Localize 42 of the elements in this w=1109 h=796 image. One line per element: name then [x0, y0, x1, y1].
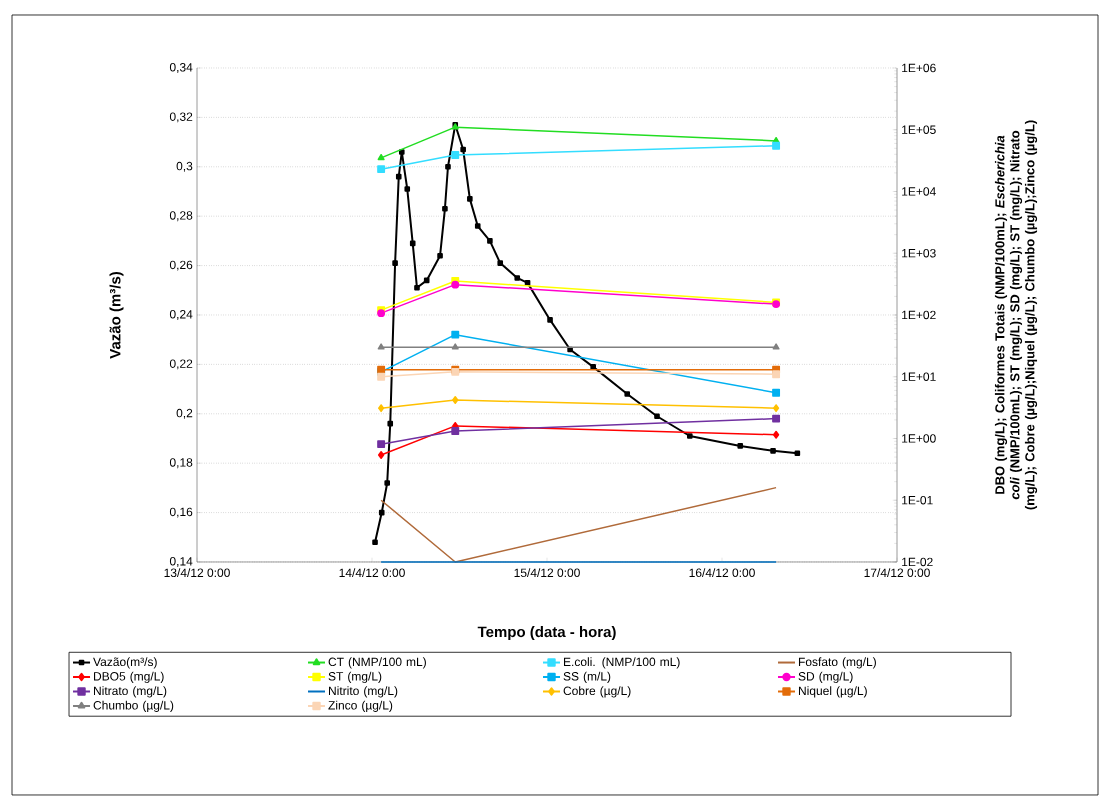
- legend-label: Chumbo (µg/L): [93, 700, 174, 712]
- legend-label: Nitrito (mg/L): [329, 686, 398, 698]
- y-tick-label: 0,28: [169, 211, 193, 222]
- y-tick-label: 0,14: [169, 557, 193, 567]
- legend-label: Fosfato (mg/L): [798, 657, 876, 669]
- legend-label: Niquel (µg/L): [798, 686, 867, 698]
- y2-tick-label: 1E+02: [902, 310, 936, 320]
- x-tick-label: 15/4/12 0:00: [514, 568, 580, 577]
- y2-tick-label: 1E+03: [902, 248, 936, 258]
- legend-label: Nitrato (mg/L): [94, 686, 167, 698]
- y-tick-label: 0,22: [169, 359, 193, 370]
- legend-label: E.coli. (NMP/100 mL): [563, 657, 680, 669]
- legend-label: Vazão(m³/s): [93, 657, 157, 669]
- y2-tick-label: 1E-01: [902, 495, 933, 505]
- y-tick-label: 0,3: [176, 161, 193, 172]
- x-tick-label: 16/4/12 0:00: [689, 568, 755, 577]
- y2-tick-label: 1E+05: [902, 125, 936, 134]
- y-tick-label: 0,18: [169, 458, 193, 469]
- legend-label: ST (mg/L): [328, 671, 382, 683]
- y2-tick-label: 1E+01: [902, 372, 936, 381]
- x-tick-label: 14/4/12 0:00: [339, 568, 405, 577]
- x-axis-title: Tempo (data - hora): [477, 626, 616, 641]
- text: DBO (mg/L); Coliformes Totais (NMP/100mL); Escherichia coli (NMP/100mL); ST (mg/L); SD (mg/L); ST (mg/L); Nitrato (mg/L); Cobre (µg/L);Niquel (µg/L); Chumbo (µg/L);Zinco (µg/L): [994, 120, 1038, 510]
- y-tick-label: 0,2: [176, 408, 193, 419]
- y2-tick-label: 1E-02: [902, 557, 933, 567]
- x-tick-label: 17/4/12 0:00: [864, 568, 930, 577]
- y-tick-label: 0,26: [169, 260, 193, 271]
- y-tick-label: 0,32: [169, 112, 193, 123]
- y-tick-label: 0,24: [169, 310, 193, 320]
- y2-tick-label: 1E+06: [902, 63, 936, 73]
- y2-tick-label: 1E+00: [902, 434, 936, 443]
- legend-label: SS (m/L): [563, 671, 611, 683]
- legend-label: CT (NMP/100 mL): [328, 657, 426, 669]
- legend-label: Cobre (µg/L): [563, 686, 631, 698]
- legend-label: Zinco (µg/L): [328, 700, 393, 712]
- x-tick-label: 13/4/12 0:00: [164, 568, 230, 577]
- legend-label: DBO5 (mg/L): [94, 671, 164, 683]
- legend-label: SD (mg/L): [798, 671, 853, 683]
- y-tick-label: 0,34: [169, 63, 193, 73]
- y-tick-label: 0,16: [169, 507, 193, 518]
- y-axis-title: Vazão (m³/s): [109, 271, 124, 359]
- y2-tick-label: 1E+04: [902, 187, 936, 196]
